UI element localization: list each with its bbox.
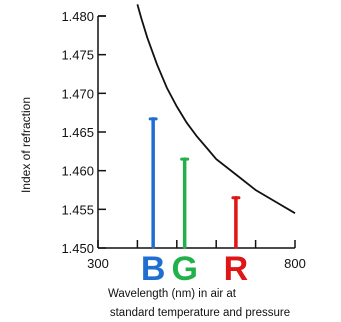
y-tick-label-6: 1.480 <box>61 9 94 24</box>
x-axis-label-line-2: standard temperature and pressure <box>110 307 290 319</box>
x-tick-label-5: 800 <box>284 256 306 271</box>
y-tick-label-5: 1.475 <box>61 48 94 63</box>
y-axis-label: Index of refraction <box>19 97 33 193</box>
x-tick-label-0: 300 <box>87 256 109 271</box>
series-layer <box>136 4 296 214</box>
x-axis-ticks: 300 800 <box>87 240 306 271</box>
annotation-label-B: B <box>141 250 166 288</box>
y-tick-label-0: 1.450 <box>61 241 94 256</box>
y-tick-label-2: 1.460 <box>61 164 94 179</box>
y-tick-label-3: 1.465 <box>61 125 94 140</box>
annotation-label-R: R <box>224 250 249 288</box>
series-line-0 <box>136 4 296 214</box>
annotation-label-G: G <box>171 250 197 288</box>
y-tick-label-1: 1.455 <box>61 202 94 217</box>
y-axis-ticks: 1.450 1.455 1.460 1.465 1.470 1.475 1.480 <box>61 9 106 256</box>
axes <box>97 15 295 249</box>
y-tick-label-4: 1.470 <box>61 86 94 101</box>
x-axis-label-line-1: Wavelength (nm) in air at <box>108 288 237 300</box>
